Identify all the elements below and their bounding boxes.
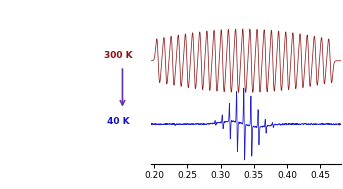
Text: 40 K: 40 K [107, 117, 130, 126]
Text: 300 K: 300 K [104, 51, 133, 60]
